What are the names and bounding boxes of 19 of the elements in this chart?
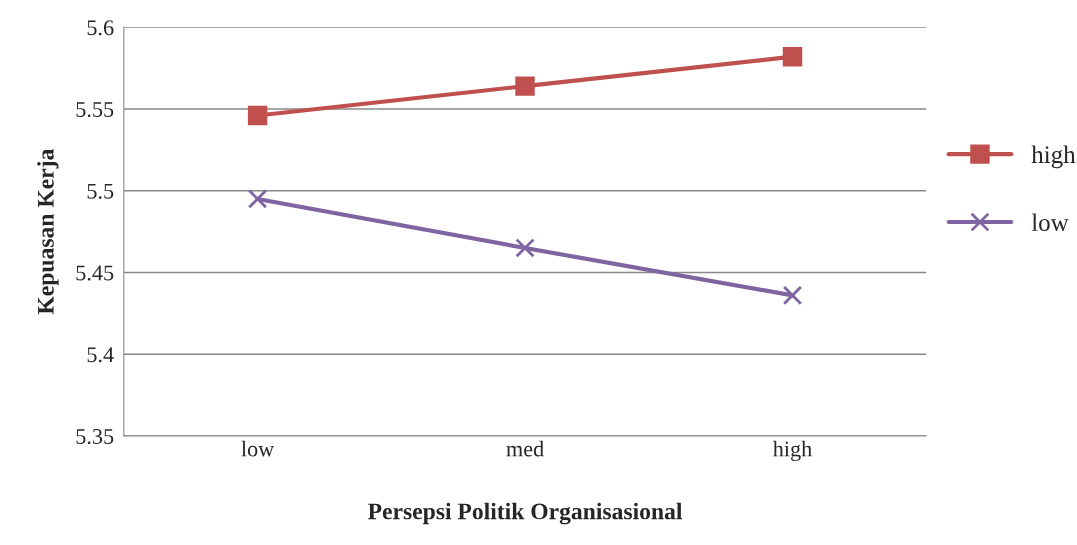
y-tick-label: 5.6: [87, 20, 114, 36]
y-axis-title: Kepuasan Kerja: [37, 149, 59, 315]
x-tick-label: med: [506, 440, 544, 457]
point: [247, 189, 268, 209]
legend-label: high: [1031, 145, 1076, 169]
point: [515, 238, 535, 258]
point: [782, 46, 803, 67]
point: [782, 285, 803, 306]
x-axis-title: Persepsi Politik Organisasional: [368, 502, 683, 525]
x-tick-label: low: [241, 440, 275, 457]
y-tick-label: 5.35: [76, 428, 114, 445]
y-tick-label: 5.5: [87, 183, 114, 199]
y-tick-label: 5.45: [76, 265, 114, 281]
y-tick-label: 5.4: [87, 347, 114, 363]
y-tick-label: 5.55: [76, 102, 114, 118]
x-tick-label: high: [772, 440, 812, 462]
point: [515, 76, 535, 96]
point: [247, 105, 268, 126]
legend-label: low: [1031, 213, 1069, 232]
